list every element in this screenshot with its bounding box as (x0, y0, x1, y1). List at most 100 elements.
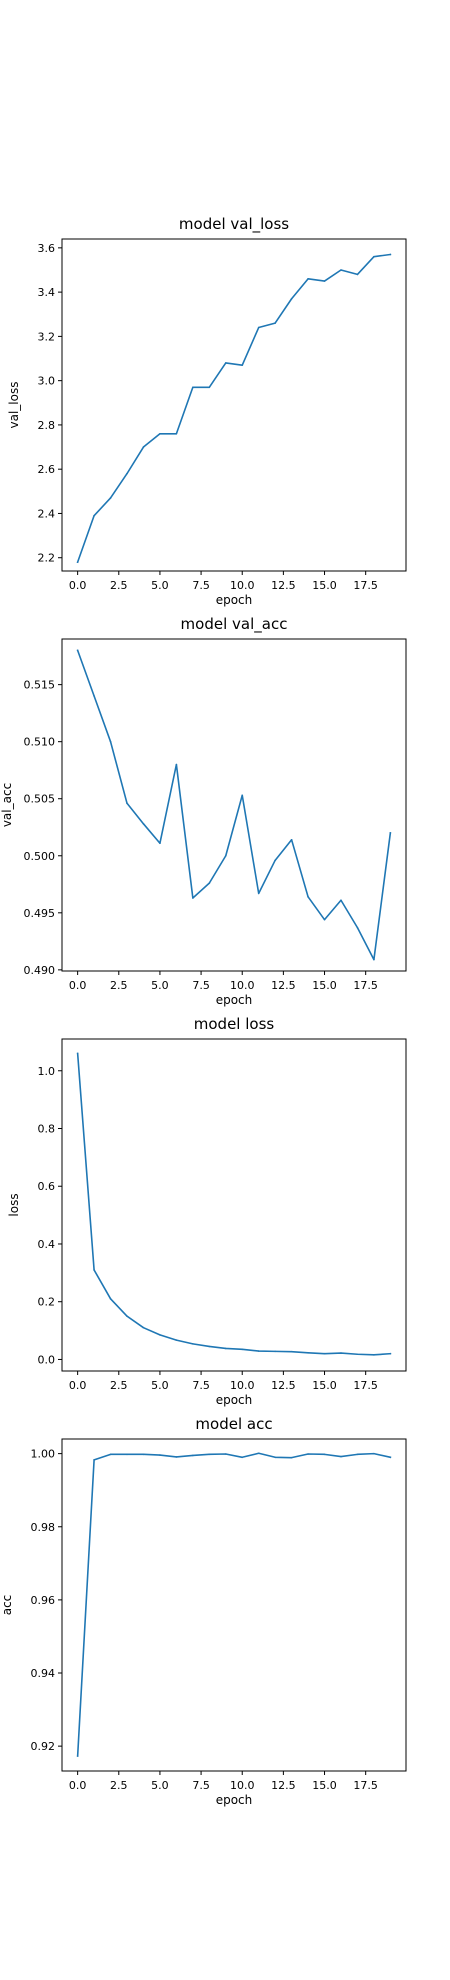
data-point (389, 832, 392, 834)
data-point (389, 1352, 392, 1355)
y-tick-label: 0.500 (24, 850, 56, 863)
data-point (290, 1456, 293, 1459)
data-point (241, 364, 244, 366)
data-point (142, 1326, 145, 1329)
data-point (208, 882, 211, 884)
data-point (175, 763, 178, 766)
data-point (257, 326, 260, 329)
x-tick-label: 10.0 (230, 579, 255, 592)
data-point (109, 497, 112, 499)
x-axis-label: epoch (216, 1393, 253, 1407)
data-point (159, 842, 161, 845)
x-tick-label: 15.0 (312, 579, 337, 592)
data-point (175, 1339, 178, 1341)
data-point (290, 1350, 293, 1353)
chart-title: model val_acc (181, 615, 288, 634)
x-tick-label: 15.0 (312, 1779, 337, 1792)
y-tick-label: 0.6 (38, 1180, 56, 1193)
series-line (76, 1452, 392, 1757)
subplot-4: model acc 0.0 2.5 5.0 7.5 10.0 12.5 15.0 17.5 0.9… (0, 1415, 407, 1807)
y-axis-label: acc (0, 1595, 14, 1616)
data-point (356, 1453, 359, 1456)
x-tick-label: 10.0 (230, 979, 255, 992)
plot-frame (61, 238, 407, 572)
x-tick-label: 17.5 (353, 1379, 378, 1392)
data-point (290, 839, 293, 841)
x-tick-label: 10.0 (230, 1379, 255, 1392)
y-tick-label: 2.8 (38, 419, 56, 432)
x-tick-label: 15.0 (312, 1379, 337, 1392)
data-point (224, 1453, 227, 1455)
data-point (257, 1350, 260, 1352)
data-point (159, 432, 161, 435)
x-tick-label: 7.5 (192, 1779, 210, 1792)
x-tick-label: 12.5 (271, 1779, 296, 1792)
data-point (224, 854, 227, 857)
data-point (109, 740, 112, 743)
y-axis-label: val_acc (0, 783, 14, 827)
data-point (159, 1454, 161, 1456)
data-point (126, 472, 128, 475)
data-point (373, 255, 375, 258)
plot-frame (61, 1038, 407, 1372)
data-point (274, 1456, 276, 1459)
data-point (340, 269, 342, 271)
y-tick-label: 1.0 (38, 1065, 56, 1078)
y-tick-label: 0.495 (24, 907, 56, 920)
y-tick-label: 0.490 (24, 964, 56, 977)
x-tick-label: 17.5 (353, 1779, 378, 1792)
data-point (257, 892, 260, 895)
y-tick-label: 3.6 (38, 242, 56, 255)
y-tick-label: 0.92 (31, 1740, 56, 1753)
data-point (340, 1352, 342, 1354)
data-point (192, 1454, 194, 1457)
y-tick-label: 3.0 (38, 375, 56, 388)
x-tick-label: 0.0 (69, 1379, 87, 1392)
data-point (323, 918, 326, 921)
data-point (76, 561, 79, 563)
data-point (126, 802, 128, 805)
data-point (126, 1315, 128, 1317)
chart-title: model loss (194, 1015, 275, 1033)
data-point (208, 1453, 211, 1456)
data-point (241, 1456, 244, 1459)
y-tick-label: 0.98 (31, 1521, 56, 1534)
data-point (356, 926, 359, 929)
data-point (208, 386, 211, 389)
x-tick-label: 5.0 (151, 979, 169, 992)
x-tick-label: 2.5 (110, 1779, 128, 1792)
y-tick-label: 0.96 (31, 1594, 56, 1607)
data-point (224, 362, 227, 364)
data-point (389, 1456, 392, 1459)
x-tick-label: 12.5 (271, 1379, 296, 1392)
x-tick-label: 0.0 (69, 1779, 87, 1792)
data-point (175, 432, 178, 435)
x-tick-label: 0.0 (69, 979, 87, 992)
y-tick-label: 1.00 (31, 1448, 56, 1461)
data-point (323, 1453, 326, 1456)
x-tick-label: 17.5 (353, 979, 378, 992)
data-point (93, 514, 95, 517)
x-tick-label: 7.5 (192, 979, 210, 992)
data-point (340, 1455, 342, 1458)
data-point (192, 1343, 194, 1345)
x-tick-label: 5.0 (151, 1379, 169, 1392)
subplot-3: model loss 0.0 2.5 5.0 7.5 10.0 12.5 15.0 17.5 0.… (7, 1015, 407, 1407)
data-point (241, 794, 244, 797)
data-point (126, 1453, 128, 1456)
y-tick-label: 0.515 (24, 679, 56, 692)
chart-title: model val_loss (179, 215, 289, 234)
x-tick-label: 15.0 (312, 979, 337, 992)
data-point (93, 695, 95, 697)
x-axis-label: epoch (216, 1793, 253, 1807)
subplot-1: model val_loss 0.0 2.5 5.0 7.5 10.0 12.5 15.0 17… (7, 215, 407, 607)
series-line (76, 649, 392, 961)
data-point (274, 1350, 276, 1353)
data-point (307, 278, 309, 280)
data-point (257, 1452, 260, 1455)
data-point (109, 1453, 112, 1456)
x-tick-label: 5.0 (151, 579, 169, 592)
y-tick-label: 2.2 (38, 552, 56, 565)
data-point (373, 1452, 375, 1455)
data-point (323, 280, 326, 282)
